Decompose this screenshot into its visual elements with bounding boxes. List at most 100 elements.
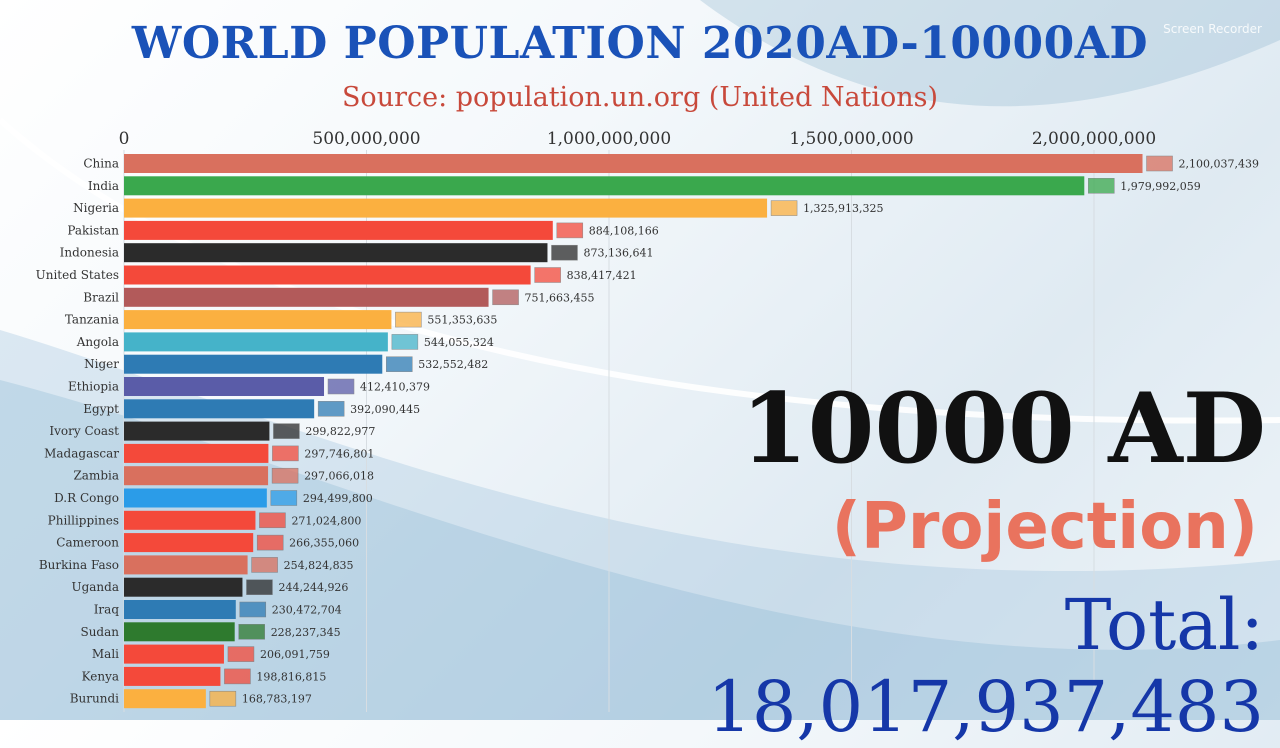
- category-label: Kenya: [82, 669, 119, 683]
- category-label: Uganda: [71, 580, 119, 594]
- flag-icon: [271, 467, 299, 484]
- category-label: Niger: [84, 357, 119, 371]
- flag-icon: [556, 222, 584, 239]
- category-label: China: [83, 157, 119, 171]
- category-label: Nigeria: [73, 201, 119, 215]
- category-label: India: [88, 179, 119, 193]
- category-label: Cameroon: [56, 536, 119, 550]
- bar: [124, 220, 553, 240]
- category-label: Burundi: [70, 692, 119, 706]
- projection-label: (Projection): [831, 490, 1258, 564]
- value-label: 532,552,482: [418, 358, 488, 371]
- flag-icon: [395, 311, 422, 328]
- x-tick-label: 500,000,000: [312, 129, 420, 149]
- x-tick-label: 2,000,000,000: [1032, 129, 1156, 149]
- value-label: 297,066,018: [304, 470, 374, 483]
- value-label: 206,091,759: [260, 648, 330, 661]
- bar: [124, 198, 768, 218]
- flag-icon: [391, 334, 419, 350]
- category-label: Angola: [76, 335, 119, 349]
- category-label: Indonesia: [60, 246, 119, 260]
- bar: [124, 443, 269, 463]
- category-label: United States: [36, 268, 119, 282]
- value-label: 198,816,815: [256, 670, 326, 683]
- category-label: Mali: [92, 647, 119, 661]
- value-label: 254,824,835: [284, 559, 354, 572]
- category-label: Madagascar: [44, 446, 119, 460]
- tick-labels: 0 500,000,000 1,000,000,000 1,500,000,000 2,…: [119, 129, 1157, 149]
- bar: [124, 243, 548, 263]
- value-label: 873,136,641: [583, 247, 653, 260]
- value-label: 1,979,992,059: [1120, 180, 1200, 193]
- bar: [124, 377, 325, 396]
- bar: [124, 354, 383, 374]
- category-label: Ivory Coast: [49, 424, 119, 438]
- bar: [124, 666, 221, 686]
- value-label: 230,472,704: [272, 604, 342, 617]
- x-tick-label: 0: [119, 129, 130, 149]
- flag-icon: [259, 512, 286, 529]
- x-tick-label: 1,500,000,000: [789, 129, 913, 149]
- value-label: 392,090,445: [350, 403, 420, 416]
- flag-icon: [227, 646, 255, 662]
- bar: [124, 488, 267, 508]
- flag-icon: [251, 557, 278, 573]
- flag-icon: [1146, 155, 1173, 172]
- flag-icon: [209, 690, 237, 707]
- total-population-label: Total: 18,017,937,483: [707, 584, 1264, 748]
- bar: [124, 399, 315, 419]
- flag-icon: [224, 668, 251, 685]
- category-label: Burkina Faso: [39, 558, 119, 572]
- chart-subtitle: Source: population.un.org (United Nation…: [341, 82, 939, 113]
- value-label: 1,325,913,325: [803, 202, 883, 215]
- category-label: Tanzania: [65, 313, 119, 327]
- bar-chart: 0 500,000,000 1,000,000,000 1,500,000,000 2,…: [36, 129, 1259, 712]
- value-label: 294,499,800: [303, 492, 373, 505]
- value-label: 266,355,060: [289, 537, 359, 550]
- category-label: Ethiopia: [68, 380, 119, 394]
- bar: [124, 555, 248, 575]
- category-label: D.R Congo: [54, 491, 119, 505]
- bar: [124, 287, 489, 307]
- value-label: 551,353,635: [427, 314, 497, 327]
- flag-icon: [238, 624, 265, 640]
- flag-icon: [272, 445, 299, 462]
- bar: [124, 600, 236, 619]
- bar: [124, 332, 388, 352]
- value-label: 751,663,455: [525, 291, 595, 304]
- bar: [124, 510, 256, 530]
- flag-icon: [492, 289, 519, 306]
- bar: [124, 689, 206, 709]
- flag-icon: [327, 378, 355, 395]
- flag-icon: [239, 601, 267, 618]
- value-label: 2,100,037,439: [1179, 158, 1259, 171]
- value-label: 299,822,977: [305, 425, 375, 438]
- flag-icon: [551, 244, 578, 261]
- flag-icon: [246, 579, 273, 595]
- value-label: 271,024,800: [291, 514, 361, 527]
- flag-icon: [534, 267, 561, 283]
- bar: [124, 644, 224, 664]
- category-label: Zambia: [73, 469, 119, 483]
- value-label: 838,417,421: [567, 269, 637, 282]
- value-label: 244,244,926: [278, 581, 348, 594]
- flag-icon: [770, 200, 798, 216]
- flag-icon: [270, 490, 298, 506]
- chart-title: WORLD POPULATION 2020AD-10000AD: [131, 18, 1149, 69]
- bar: [124, 577, 243, 597]
- value-label: 168,783,197: [242, 693, 312, 706]
- value-label: 884,108,166: [589, 224, 659, 237]
- flag-icon: [1088, 178, 1115, 194]
- year-label: 10000 AD: [740, 372, 1266, 485]
- category-label: Egypt: [83, 402, 119, 416]
- bar: [124, 466, 269, 486]
- flag-icon: [256, 534, 284, 551]
- flag-icon: [273, 423, 300, 439]
- category-label: Pakistan: [67, 223, 119, 237]
- category-label: Phillippines: [48, 513, 119, 527]
- value-label: 228,237,345: [271, 626, 341, 639]
- value-label: 412,410,379: [360, 381, 430, 394]
- bar: [124, 176, 1085, 196]
- bar: [124, 533, 254, 553]
- category-label: Iraq: [94, 603, 120, 617]
